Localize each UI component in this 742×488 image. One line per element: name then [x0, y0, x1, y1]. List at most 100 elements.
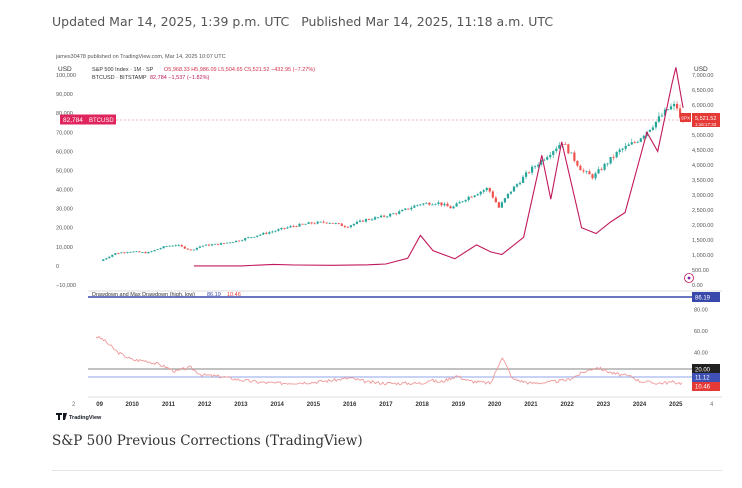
x-axis: 09 2010 2011 2012 2013 2014 2015 2016 2017 2018 20…	[96, 402, 683, 408]
spx-candle	[114, 253, 117, 255]
spx-candle	[343, 225, 346, 227]
dd-tag-low-value: 10.46	[695, 385, 711, 391]
spx-candle	[606, 163, 609, 165]
x-axis-tick: 2012	[198, 402, 212, 408]
spx-candle	[576, 160, 579, 166]
spx-candle	[383, 215, 386, 217]
spx-candle	[452, 206, 455, 209]
x-axis-tick: 2010	[126, 402, 140, 408]
published-date: Published Mar 14, 2025, 11:18 a.m. UTC	[301, 14, 554, 29]
spx-candle	[597, 169, 600, 174]
spx-candle	[340, 223, 343, 226]
spx-candle	[262, 232, 265, 235]
spx-candle	[256, 235, 259, 237]
spx-candle	[123, 252, 126, 254]
spx-candle	[639, 138, 642, 142]
spx-candle	[461, 201, 464, 203]
spx-candle	[618, 149, 621, 152]
event-badge	[684, 273, 694, 283]
spx-candle	[543, 159, 546, 161]
spx-candle	[579, 165, 582, 171]
spx-candle	[165, 246, 168, 247]
spx-candle	[422, 203, 425, 205]
spx-candle	[180, 244, 183, 247]
spx-candle	[600, 169, 603, 171]
spx-candle	[304, 223, 307, 225]
right-axis: 7,000.006,500.006,000.005,500.005,000.00…	[692, 73, 713, 289]
spx-candle	[588, 171, 591, 175]
spx-candle	[449, 206, 452, 209]
spx-candle	[467, 196, 470, 200]
spx-candle	[349, 225, 352, 228]
spx-candle	[286, 227, 289, 229]
left-axis-tick: 10,000	[56, 245, 73, 251]
x-axis-tick: 2025	[669, 402, 683, 408]
spx-candle	[392, 213, 395, 215]
spx-candle	[633, 142, 636, 143]
legend-btc-values: 82,784 −1,537 (−1.82%)	[150, 75, 209, 81]
left-axis-tick: 0	[56, 264, 59, 270]
spx-candle	[440, 202, 443, 206]
spx-candle	[301, 223, 304, 225]
spx-candle	[521, 176, 525, 183]
spx-candle	[216, 243, 220, 245]
spx-candle	[156, 249, 159, 251]
right-axis-tick: 7,000.00	[692, 73, 713, 79]
x-axis-tick: 09	[96, 402, 103, 408]
spx-candle	[389, 213, 392, 217]
spx-candle	[135, 251, 138, 253]
spx-candle	[283, 227, 286, 229]
x-axis-tick: 2021	[524, 402, 538, 408]
spx-candle	[527, 172, 531, 174]
spx-candle	[534, 166, 537, 168]
btc-price-tag	[60, 114, 116, 125]
x-axis-tick: 2013	[234, 402, 248, 408]
left-axis-tick: −10,000	[56, 283, 76, 289]
spx-candle	[204, 244, 208, 246]
spx-candle	[361, 220, 365, 222]
spx-candle	[132, 251, 135, 253]
spx-candle	[355, 221, 359, 224]
spx-candle	[621, 148, 624, 150]
spx-candle	[558, 145, 561, 149]
spx-candle	[141, 252, 144, 253]
spx-candle	[367, 219, 371, 220]
spx-candle	[271, 231, 274, 233]
right-axis-tick: 2,500.00	[692, 208, 713, 214]
right-axis-tick: 1,000.00	[692, 253, 713, 259]
spx-candle	[455, 203, 458, 207]
tradingview-chart: james30478 published on TradingView.com,…	[52, 47, 722, 423]
spx-candle	[443, 203, 446, 206]
spx-candle	[552, 151, 555, 155]
spx-candle	[651, 127, 655, 130]
spx-candle	[346, 226, 349, 228]
spx-candle	[537, 164, 540, 167]
spx-candle	[162, 246, 165, 249]
spx-candle	[210, 244, 214, 246]
spx-candle	[244, 238, 247, 241]
spx-candle	[225, 242, 229, 244]
x-axis-tick: 2024	[633, 402, 647, 408]
spx-candle	[386, 216, 389, 218]
spx-candle	[241, 240, 244, 242]
legend-spx-ohlc: O5,968.33 H5,986.09 L5,504.65 C5,521.52 …	[164, 67, 315, 73]
spx-candle	[192, 249, 195, 251]
spx-candle	[573, 152, 576, 161]
spx-candle	[401, 209, 404, 212]
spx-candle	[298, 223, 301, 227]
spx-candle	[648, 129, 651, 132]
spx-candle	[108, 256, 111, 259]
right-axis-tick: 4,000.00	[692, 163, 713, 169]
x-axis-edge-left: 2	[72, 402, 76, 408]
x-axis-tick: 2011	[162, 402, 176, 408]
spx-candle	[198, 246, 201, 248]
spx-candle	[660, 115, 664, 117]
drawdown-series-line	[95, 335, 683, 386]
tradingview-logo: TradingView	[56, 413, 102, 421]
spx-price-tag-value: 5,521.52	[695, 116, 716, 122]
left-axis-tick: 30,000	[56, 207, 73, 213]
spx-candle	[624, 145, 627, 149]
right-axis-tick: 4,500.00	[692, 148, 713, 154]
spx-candle	[540, 159, 543, 165]
spx-candle	[177, 244, 180, 246]
